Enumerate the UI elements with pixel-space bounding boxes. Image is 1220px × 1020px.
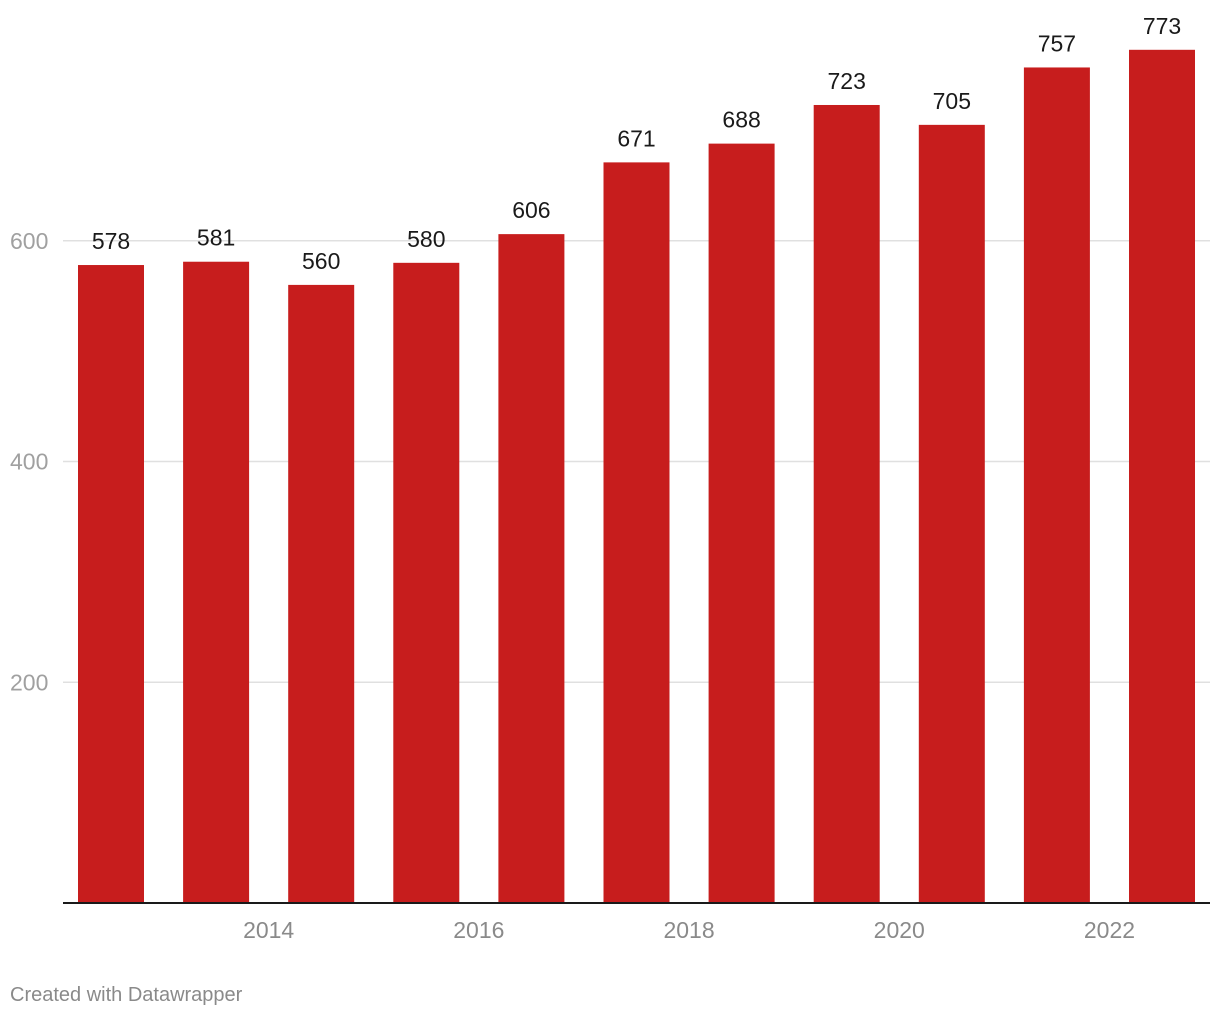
y-tick-label: 400 xyxy=(10,449,48,475)
bar xyxy=(918,124,985,903)
bar xyxy=(288,284,355,903)
bar xyxy=(498,234,565,903)
x-tick-label: 2014 xyxy=(243,917,294,943)
bar xyxy=(393,262,460,903)
bar-value-label: 757 xyxy=(1038,30,1076,56)
bar xyxy=(78,265,144,904)
bar-value-label: 688 xyxy=(722,107,760,133)
y-tick-label: 200 xyxy=(10,669,48,695)
x-tick-label: 2018 xyxy=(663,917,714,943)
bar xyxy=(813,104,880,903)
x-tick-label: 2022 xyxy=(1084,917,1135,943)
bar xyxy=(1129,49,1195,903)
x-tick-label: 2016 xyxy=(453,917,504,943)
footer-credit: Created with Datawrapper xyxy=(10,984,243,1006)
bar xyxy=(183,261,250,903)
bar-value-label: 671 xyxy=(617,125,655,151)
bar-value-label: 581 xyxy=(197,225,235,251)
bar xyxy=(603,162,670,904)
bar-chart: 200 400 600 578 581 560 580 606 671 688 723 705 757… xyxy=(10,13,1210,943)
bars xyxy=(78,49,1195,904)
y-axis-ticks: 200 400 600 xyxy=(10,228,48,696)
x-axis-ticks: 2014 2016 2018 2020 2022 xyxy=(243,917,1135,943)
bar xyxy=(708,143,775,903)
bar xyxy=(1023,67,1090,904)
bar-value-labels: 578 581 560 580 606 671 688 723 705 757 773 xyxy=(92,13,1181,274)
bar-value-label: 723 xyxy=(828,68,866,94)
y-tick-label: 600 xyxy=(10,228,48,254)
bar-value-label: 705 xyxy=(933,88,971,114)
bar-value-label: 560 xyxy=(302,248,340,274)
bar-value-label: 606 xyxy=(512,197,550,223)
bar-value-label: 580 xyxy=(407,226,445,252)
bar-value-label: 773 xyxy=(1143,13,1181,39)
x-tick-label: 2020 xyxy=(874,917,925,943)
bar-value-label: 578 xyxy=(92,228,130,254)
